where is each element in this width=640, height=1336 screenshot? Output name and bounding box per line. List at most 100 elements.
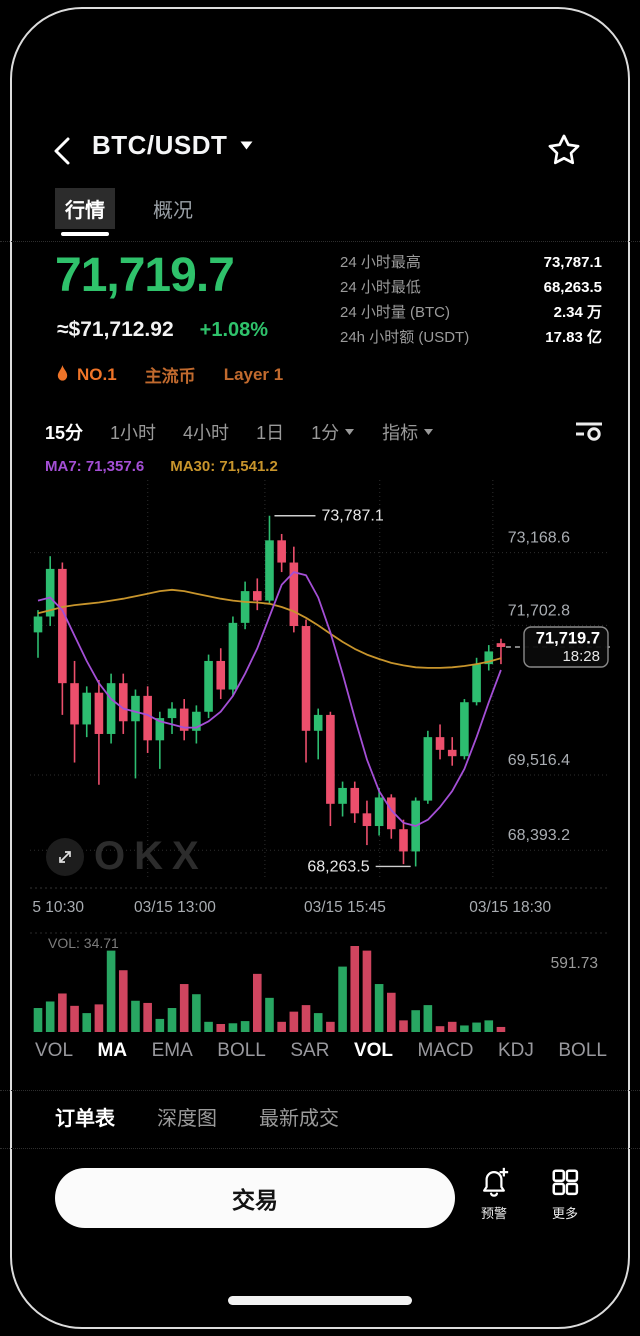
timeframe-1日[interactable]: 1日 bbox=[256, 419, 284, 445]
trade-button[interactable]: 交易 bbox=[55, 1168, 455, 1228]
ma-line bbox=[37, 571, 502, 827]
tag-price: 71,719.7 bbox=[536, 630, 600, 648]
timeframe-15分[interactable]: 15分 bbox=[45, 419, 83, 445]
indicator-tab-vol-0[interactable]: VOL bbox=[35, 1040, 74, 1061]
indicator-tab-kdj-7[interactable]: KDJ bbox=[497, 1040, 534, 1061]
indicator-tab-boll-8[interactable]: BOLL bbox=[558, 1040, 607, 1061]
candle-body bbox=[70, 683, 79, 725]
stat-value: 73,787.1 bbox=[543, 254, 602, 271]
candle-body bbox=[447, 749, 457, 757]
pair-selector[interactable]: BTC/USDT bbox=[92, 130, 254, 161]
candle-body bbox=[216, 660, 226, 690]
volume-bar bbox=[70, 1005, 79, 1032]
volume-bar bbox=[326, 1021, 335, 1032]
badge-主流币[interactable]: 主流币 bbox=[145, 362, 196, 387]
stats-panel: 24 小时最高 73,787.1 24 小时最低 68,263.5 24 小时量 (BT… bbox=[340, 254, 602, 346]
indicator-tab-vol-5[interactable]: VOL bbox=[353, 1040, 394, 1061]
chevron-down-icon bbox=[424, 429, 434, 435]
ma7-value: MA7: 71,357.6 bbox=[45, 458, 145, 475]
timeframe-label: 1日 bbox=[256, 423, 285, 443]
tab-概况[interactable]: 概况 bbox=[153, 200, 193, 222]
tab-行情[interactable]: 行情 bbox=[55, 188, 115, 236]
candle-body bbox=[362, 813, 372, 827]
tag-time: 18:28 bbox=[562, 648, 600, 665]
candle-body bbox=[496, 643, 506, 648]
stat-row: 24 小时最高 73,787.1 bbox=[340, 254, 602, 271]
tab-深度图[interactable]: 深度图 bbox=[157, 1108, 217, 1130]
volume-pane[interactable]: VOL: 34.71 591.73 bbox=[30, 932, 610, 1036]
timeframe-4小时[interactable]: 4小时 bbox=[183, 419, 229, 445]
timeframe-指标[interactable]: 指标 bbox=[382, 419, 434, 445]
volume-bar bbox=[460, 1025, 469, 1032]
candle-body bbox=[58, 568, 67, 684]
timeframe-label: 15分 bbox=[45, 423, 84, 443]
volume-bar bbox=[45, 1001, 55, 1032]
volume-bar bbox=[216, 1024, 226, 1032]
volume-bar bbox=[179, 984, 189, 1032]
indicator-tab-macd-6[interactable]: MACD bbox=[417, 1040, 474, 1061]
stat-value: 17.83 亿 bbox=[545, 329, 602, 346]
volume-bar bbox=[118, 970, 128, 1032]
flame-icon bbox=[57, 365, 68, 381]
volume-bar bbox=[204, 1021, 213, 1032]
y-axis-tick: 68,393.2 bbox=[508, 827, 570, 844]
badge-NO.1[interactable]: NO.1 bbox=[55, 365, 117, 385]
price-subrow: ≈$71,712.92 +1.08% bbox=[57, 318, 268, 342]
badge-label: Layer 1 bbox=[223, 364, 284, 384]
indicator-tab-ema-2[interactable]: EMA bbox=[151, 1040, 193, 1061]
candle-body bbox=[155, 718, 165, 741]
candle-body bbox=[45, 568, 55, 617]
timeframe-label: 4小时 bbox=[183, 423, 230, 443]
high-annotation: 73,787.1 bbox=[321, 508, 383, 525]
y-axis-tick: 73,168.6 bbox=[508, 530, 570, 547]
volume-bar bbox=[387, 992, 396, 1032]
expand-chart-button[interactable] bbox=[46, 838, 84, 876]
volume-max-label: 591.73 bbox=[551, 955, 598, 972]
tab-订单表[interactable]: 订单表 bbox=[55, 1108, 115, 1130]
back-icon[interactable] bbox=[50, 136, 74, 166]
indicator-tab-sar-4[interactable]: SAR bbox=[290, 1040, 330, 1061]
volume-bar bbox=[374, 984, 384, 1032]
low-annotation: 68,263.5 bbox=[307, 858, 369, 875]
volume-bar bbox=[94, 1004, 104, 1032]
home-indicator[interactable] bbox=[228, 1296, 412, 1305]
alert-label: 预警 bbox=[480, 1206, 507, 1221]
chart-settings-icon[interactable] bbox=[573, 416, 605, 448]
more-button[interactable]: 更多 bbox=[533, 1166, 597, 1222]
volume-bar bbox=[411, 1010, 420, 1032]
badge-Layer 1[interactable]: Layer 1 bbox=[224, 365, 284, 385]
timeframe-1分[interactable]: 1分 bbox=[311, 419, 355, 445]
timeframe-label: 1分 bbox=[311, 423, 340, 443]
candle-body bbox=[204, 660, 213, 712]
volume-bar bbox=[472, 1022, 481, 1032]
stat-row: 24 小时最低 68,263.5 bbox=[340, 279, 602, 296]
x-axis-tick: 03/15 15:45 bbox=[304, 899, 386, 916]
indicator-tab-boll-3[interactable]: BOLL bbox=[217, 1040, 266, 1061]
favorite-star-icon[interactable] bbox=[546, 132, 582, 168]
volume-bar bbox=[301, 1005, 311, 1032]
volume-bar bbox=[58, 993, 67, 1032]
alert-button[interactable]: 预警 bbox=[462, 1166, 526, 1222]
bell-plus-icon bbox=[483, 1167, 509, 1197]
candle-body bbox=[277, 540, 286, 563]
indicator-tab-ma-1[interactable]: MA bbox=[97, 1040, 128, 1061]
okx-watermark: OKX bbox=[94, 834, 208, 878]
ma30-value: MA30: 71,541.2 bbox=[170, 458, 278, 475]
stat-label: 24 小时量 (BTC) bbox=[340, 304, 451, 321]
candle-body bbox=[435, 737, 445, 750]
candle-body bbox=[228, 622, 238, 690]
last-price: 71,719.7 bbox=[55, 249, 235, 302]
candlestick-chart[interactable]: 73,168.6 71,702.8 69,516.4 68,393.2 5 10:30 0… bbox=[30, 450, 610, 920]
x-axis-tick: 5 10:30 bbox=[32, 899, 84, 916]
ma-legend: MA7: 71,357.6 MA30: 71,541.2 bbox=[45, 458, 278, 475]
tab-最新成交[interactable]: 最新成交 bbox=[259, 1108, 339, 1130]
timeframe-1小时[interactable]: 1小时 bbox=[110, 419, 156, 445]
volume-bar bbox=[399, 1020, 408, 1032]
volume-bar bbox=[240, 1021, 250, 1032]
candle-body bbox=[289, 562, 299, 627]
volume-bar bbox=[423, 1005, 433, 1032]
last-price-tag bbox=[523, 626, 609, 668]
chevron-down-icon bbox=[345, 429, 355, 435]
volume-bar bbox=[484, 1020, 494, 1032]
timeframe-label: 指标 bbox=[382, 423, 419, 443]
